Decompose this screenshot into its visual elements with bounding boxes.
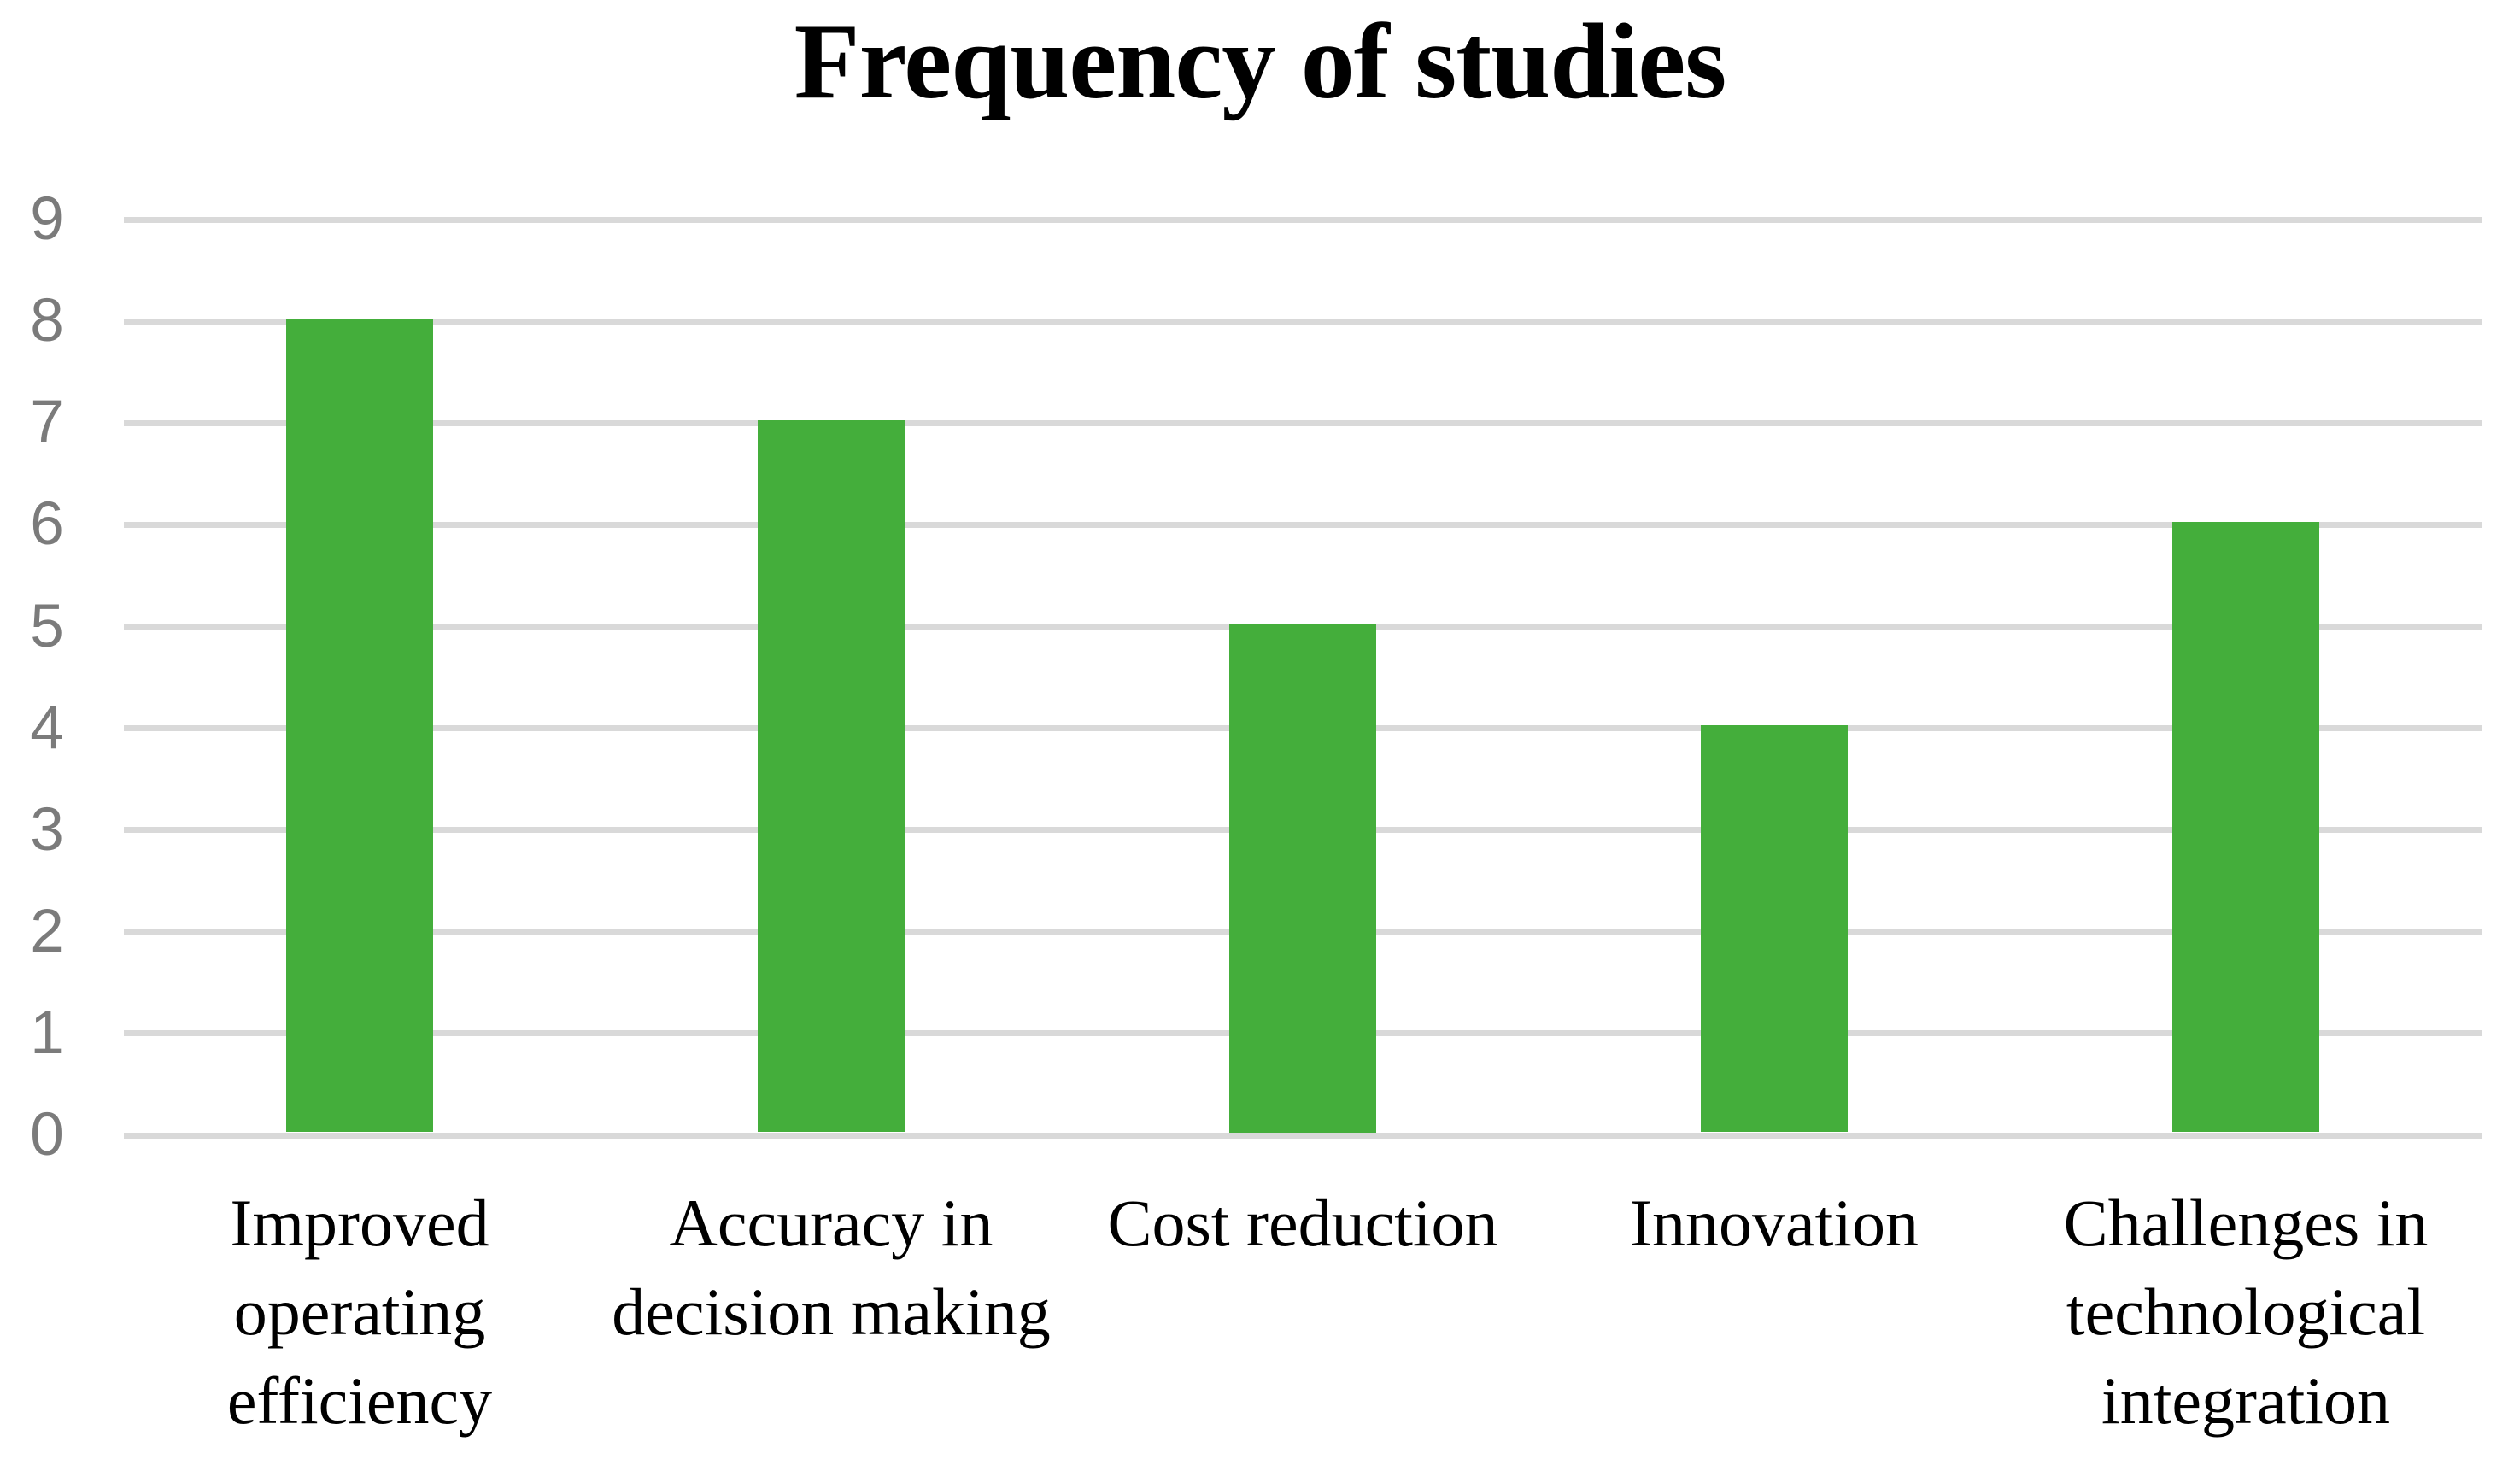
y-axis-tick-label: 0 (30, 1101, 64, 1169)
x-axis-category-label: Improved operating efficiency (226, 1186, 493, 1438)
gridline (124, 1132, 2482, 1139)
x-axis-category-label: Cost reduction (1107, 1186, 1498, 1260)
bar (2172, 521, 2319, 1133)
y-axis-tick-label: 6 (30, 490, 64, 559)
y-axis-tick-label: 9 (30, 185, 64, 254)
y-axis-tick-label: 5 (30, 592, 64, 660)
x-axis-category-label: Accuracy in decision making (612, 1186, 1051, 1349)
x-axis-category-label: Innovation (1630, 1186, 1919, 1260)
gridline (124, 521, 2482, 528)
chart-title: Frequency of studies (794, 3, 1727, 121)
y-axis-tick-label: 3 (30, 795, 64, 864)
y-axis-tick-label: 1 (30, 999, 64, 1067)
y-axis-tick-label: 7 (30, 389, 64, 457)
bar (1701, 725, 1848, 1133)
gridline (124, 216, 2482, 223)
y-axis-tick-label: 8 (30, 287, 64, 355)
x-axis-category-label: Challenges in technological integration (2063, 1186, 2429, 1438)
bar (758, 419, 905, 1133)
bar (1229, 624, 1376, 1133)
gridline (124, 419, 2482, 426)
y-axis-tick-label: 4 (30, 694, 64, 762)
gridline (124, 318, 2482, 325)
y-axis-tick-label: 2 (30, 897, 64, 965)
bar (286, 318, 433, 1133)
